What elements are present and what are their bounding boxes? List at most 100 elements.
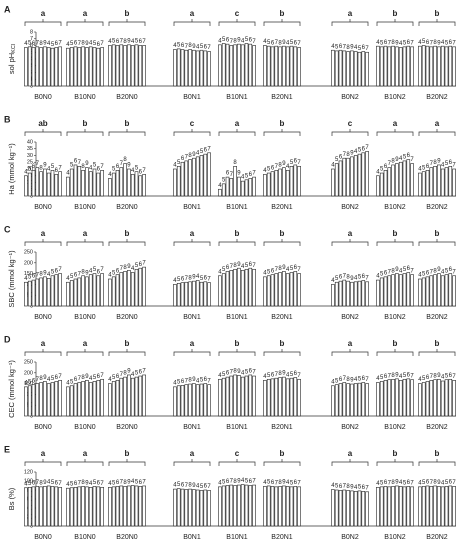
bar — [448, 273, 453, 307]
bar — [127, 485, 131, 527]
y-tick-label: 150 — [24, 381, 33, 387]
bar — [50, 170, 55, 197]
bar — [142, 174, 146, 197]
significance-letter: b — [125, 449, 130, 458]
bar-label: 7 — [230, 264, 234, 270]
bar — [444, 486, 449, 527]
bar-label: 7 — [275, 267, 279, 273]
bar — [115, 170, 120, 197]
bar-label: 8 — [278, 371, 282, 377]
bar-label: 4 — [131, 39, 135, 45]
bar-label: 9 — [237, 479, 241, 485]
bar — [331, 168, 335, 197]
bar-label: 4 — [241, 264, 245, 270]
significance-letter: a — [190, 339, 195, 348]
bar-label: 9 — [395, 267, 399, 273]
bar — [263, 276, 267, 307]
bar-label: 5 — [112, 38, 116, 44]
bar-label: 6 — [116, 374, 120, 380]
significance-letter: b — [393, 229, 398, 238]
bar-label: 6 — [362, 376, 366, 382]
bar-label: 7 — [207, 276, 211, 282]
bar-label: 9 — [237, 262, 241, 268]
bar-label: 4 — [47, 41, 51, 47]
bar — [127, 168, 131, 197]
bar-label: 6 — [339, 484, 343, 490]
bar-label: 9 — [395, 372, 399, 378]
bar — [58, 380, 62, 417]
bar-label: 9 — [350, 378, 354, 384]
bar — [361, 51, 366, 87]
bar-label: 9 — [395, 157, 399, 163]
bar — [96, 172, 101, 197]
bar — [274, 170, 279, 197]
significance-letter: a — [190, 449, 195, 458]
bar — [92, 486, 97, 527]
bar-label: 8 — [346, 484, 350, 490]
bar-label: 8 — [278, 163, 282, 169]
significance-letter: a — [83, 449, 88, 458]
panel-letter: D — [4, 334, 11, 344]
bar-label: 6 — [407, 480, 411, 486]
bar — [180, 49, 185, 87]
bar-label: 7 — [452, 269, 456, 275]
bar-label: 4 — [331, 379, 335, 385]
bracket — [66, 239, 104, 246]
significance-letter: b — [235, 229, 240, 238]
bar — [406, 272, 411, 307]
bar — [448, 378, 453, 417]
bar — [225, 376, 230, 417]
bar — [142, 374, 146, 417]
bar-label: 5 — [112, 480, 116, 486]
bar — [440, 486, 445, 527]
group-label: B10N2 — [384, 424, 406, 431]
bar — [123, 163, 127, 197]
bar — [192, 383, 196, 417]
bar-label: 8 — [278, 266, 282, 272]
bar — [142, 266, 146, 307]
bar-label: 8 — [433, 373, 437, 379]
group-label: B20N0 — [116, 424, 138, 431]
bar-label: 7 — [207, 45, 211, 51]
bar-label: 7 — [410, 268, 414, 274]
bar — [127, 270, 131, 307]
bar-label: 5 — [422, 480, 426, 486]
bar-label: 9 — [237, 171, 241, 177]
bar-label: 4 — [89, 481, 93, 487]
bar-label: 7 — [343, 152, 347, 158]
bar-label: 7 — [142, 369, 146, 375]
bar-label: 4 — [24, 481, 28, 487]
bar — [282, 167, 286, 197]
bar-label: 5 — [267, 167, 271, 173]
bracket — [418, 349, 456, 356]
bar — [266, 485, 271, 527]
bar — [387, 486, 392, 527]
bar — [176, 48, 181, 87]
bar — [410, 46, 414, 87]
bar-label: 4 — [218, 183, 222, 189]
bar-label: 6 — [226, 479, 230, 485]
bar-label: 8 — [346, 275, 350, 281]
bar-label: 5 — [422, 271, 426, 277]
y-axis-label: Ha (mmol kg⁻¹) — [7, 143, 16, 195]
bar — [297, 273, 301, 307]
group-label: B10N0 — [74, 314, 96, 321]
panel-letter: A — [4, 4, 11, 14]
bar — [24, 487, 28, 527]
bar — [88, 171, 93, 197]
bar-label: 9 — [395, 480, 399, 486]
bar — [123, 376, 127, 417]
bar-label: 6 — [294, 371, 298, 377]
bar — [127, 44, 131, 87]
bracket — [108, 19, 146, 26]
bar-label: 5 — [267, 40, 271, 46]
bar — [402, 160, 407, 197]
bar-label: 4 — [108, 273, 112, 279]
bar-label: 4 — [241, 371, 245, 377]
bar-label: 4 — [286, 480, 290, 486]
significance-letter: a — [348, 229, 353, 238]
bar-label: 5 — [200, 276, 204, 282]
bar — [176, 283, 181, 307]
bar — [100, 486, 104, 527]
bar-label: 8 — [233, 38, 237, 44]
